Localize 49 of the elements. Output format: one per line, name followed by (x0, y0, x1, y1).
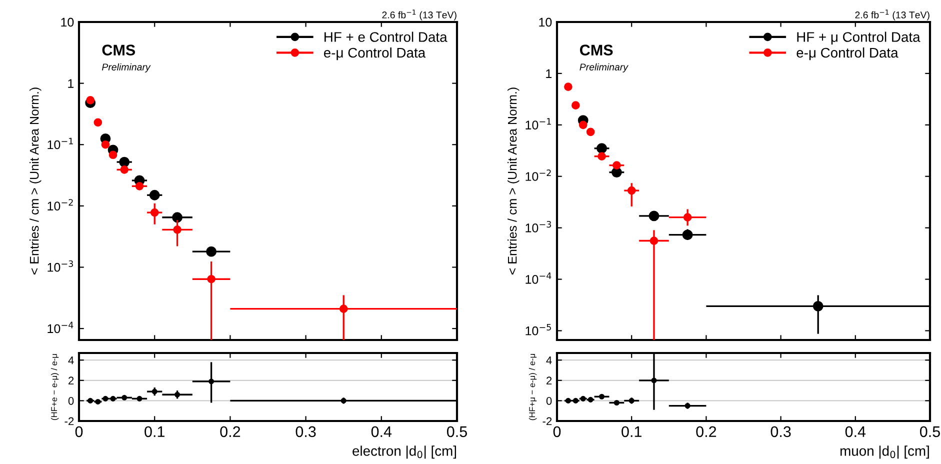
x-tick-label: 0 (553, 426, 561, 438)
y-tick-label: 10$^{−4}$ (48, 322, 74, 334)
y-tick-label: 10$^{−2}$ (48, 199, 73, 210)
x-tick-label: 0.4 (845, 426, 866, 438)
y-axis-title: (HF+e − e-μ) / e-μ (50, 354, 59, 420)
x-tick-label: 0.5 (446, 426, 467, 438)
y-axis-title: (HF+μ − e-μ) / e-μ (528, 354, 537, 420)
x-tick-label: 0.1 (144, 426, 164, 438)
annotation: CMS (580, 44, 613, 56)
x-tick-label: 0 (75, 426, 83, 438)
x-tick-label: 0.2 (696, 426, 716, 438)
y-tick-label: 10 (539, 18, 552, 27)
annotation: Preliminary (102, 63, 151, 72)
legend-label: e-μ Control Data (324, 47, 426, 60)
x-tick-label: 0.5 (920, 426, 940, 438)
legend-label: HF + e Control Data (324, 32, 448, 42)
x-axis-title: muon |d$_{0}$| [cm] (840, 446, 929, 459)
annotation: Preliminary (580, 63, 628, 72)
y-tick-label: 0 (68, 396, 74, 405)
x-axis-title: electron |d$_{0}$| [cm] (352, 446, 456, 459)
x-tick-label: 0.4 (371, 426, 392, 438)
y-tick-label: 10$^{−1}$ (48, 138, 73, 150)
x-tick-label: 0.1 (622, 426, 642, 438)
y-tick-label: 10 (61, 18, 74, 27)
x-tick-label: 0.3 (770, 426, 791, 438)
y-tick-label: -2 (64, 417, 74, 426)
x-tick-label: 0.2 (220, 426, 240, 438)
y-tick-label: 10$^{−3}$ (526, 220, 551, 232)
x-tick-label: 0.3 (296, 426, 316, 438)
y-axis-title: < Entries / cm > (Unit Area Norm.) (508, 88, 520, 275)
y-tick-label: 4 (68, 356, 74, 364)
legend-label: HF + μ Control Data (797, 32, 920, 44)
y-tick-label: 10$^{−1}$ (526, 118, 551, 130)
legend-label: e-μ Control Data (796, 47, 898, 60)
text: 2.6 fb$^{−1}$ (13 TeV) (382, 10, 456, 20)
y-tick-label: 1 (68, 79, 74, 88)
y-tick-label: -2 (542, 417, 552, 426)
y-tick-label: 2 (68, 376, 74, 384)
y-tick-label: 0 (546, 396, 552, 405)
text: 2.6 fb$^{−1}$ (13 TeV) (855, 10, 930, 20)
y-tick-label: 4 (546, 356, 552, 364)
y-tick-label: 10$^{−3}$ (48, 260, 73, 272)
y-tick-label: 10$^{−4}$ (526, 272, 552, 284)
y-axis-title: < Entries / cm > (Unit Area Norm.) (30, 88, 42, 275)
y-tick-label: 10$^{−2}$ (526, 170, 551, 181)
y-tick-label: 1 (546, 69, 552, 78)
y-tick-label: 2 (546, 376, 552, 384)
y-tick-label: 10$^{−5}$ (526, 324, 551, 336)
annotation: CMS (102, 44, 136, 56)
